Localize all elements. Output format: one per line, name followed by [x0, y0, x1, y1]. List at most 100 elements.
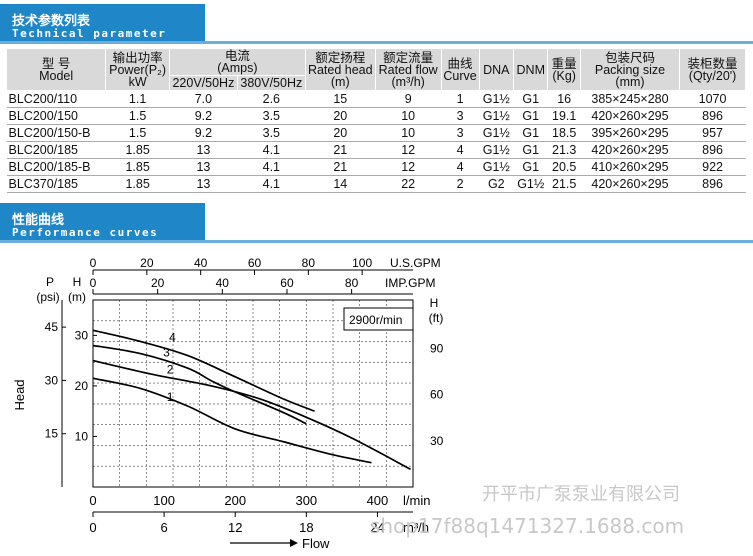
table-cell: 4 — [441, 141, 480, 159]
table-cell: G2 — [479, 175, 514, 193]
table-cell: 1.5 — [105, 124, 170, 142]
table-cell: 1.85 — [105, 175, 170, 193]
tick-label-lmin: 400 — [367, 493, 389, 508]
table-cell: 10 — [375, 124, 442, 142]
table-cell: 896 — [679, 141, 746, 159]
col-power: 输出功率 Power(P₂) kW — [105, 48, 170, 91]
curve-label-2: 2 — [167, 362, 174, 376]
col-weight: 重量 (Kg) — [547, 48, 581, 91]
tick-label-usgpm: 60 — [248, 256, 262, 270]
table-cell: 957 — [679, 124, 746, 142]
table-cell: BLC200/150 — [6, 107, 106, 125]
table-cell: 20 — [305, 124, 376, 142]
table-cell: 385×245×280 — [580, 90, 680, 108]
table-cell: 9.2 — [169, 107, 238, 125]
curve-label-3: 3 — [163, 346, 170, 360]
tick-label-impgpm: 60 — [280, 276, 294, 290]
spec-table-body: BLC200/110 1.1 7.0 2.6 15 9 1 G1½ G1 16 385×245×28… — [6, 90, 746, 193]
table-cell: G1½ — [513, 175, 548, 193]
tick-label-usgpm: 20 — [140, 256, 154, 270]
tick-label-psi: 45 — [45, 320, 59, 334]
curve-label-1: 1 — [167, 390, 174, 404]
table-cell: G1 — [513, 141, 548, 159]
tick-label-m: 20 — [75, 379, 89, 393]
table-cell: 896 — [679, 107, 746, 125]
table-cell: 922 — [679, 158, 746, 176]
section-title-cn: 技术参数列表 — [12, 14, 91, 29]
table-row: BLC200/185-B 1.85 13 4.1 21 12 4 G1½ G1 20.5 410×2… — [6, 158, 746, 176]
tick-label-impgpm: 80 — [345, 276, 359, 290]
table-cell: 18.5 — [547, 124, 581, 142]
table-cell: BLC200/110 — [6, 90, 106, 108]
watermark-company: 开平市广泵泵业有限公司 — [482, 484, 680, 505]
table-row: BLC200/110 1.1 7.0 2.6 15 9 1 G1½ G1 16 385×245×28… — [6, 90, 746, 108]
col-head: 额定扬程 Rated head (m) — [304, 48, 376, 91]
axis-unit-psi: (psi) — [36, 290, 59, 304]
table-cell: 1.85 — [105, 141, 170, 159]
section-title-cn: 性能曲线 — [12, 213, 65, 228]
table-row: BLC200/150-B 1.5 9.2 3.5 20 10 3 G1½ G1 18.5 395×2… — [6, 124, 746, 142]
table-cell: 15 — [305, 90, 376, 108]
tick-label-lmin: 0 — [89, 493, 96, 508]
table-row: BLC200/150 1.5 9.2 3.5 20 10 3 G1½ G1 19.1 420×260… — [6, 107, 746, 125]
table-row: BLC200/185 1.85 13 4.1 21 12 4 G1½ G1 21.3 420×260… — [6, 141, 746, 159]
tick-label-impgpm: 0 — [90, 276, 97, 290]
table-cell: 9 — [375, 90, 442, 108]
col-qty: 装柜数量 (Qty/20') — [679, 48, 746, 91]
col-dnm: DNM — [513, 48, 549, 91]
table-cell: BLC200/150-B — [6, 124, 106, 142]
tick-label-lmin: 100 — [153, 493, 175, 508]
table-cell: 16 — [547, 90, 581, 108]
watermark-shop: shop17f88q1471327.1688.com — [370, 514, 685, 538]
curve-label-4: 4 — [169, 330, 176, 344]
table-cell: 420×260×295 — [580, 107, 680, 125]
section-divider — [0, 41, 753, 44]
table-cell: 9.2 — [169, 124, 238, 142]
tick-label-ft: 30 — [430, 434, 444, 448]
table-cell: 4.1 — [237, 158, 306, 176]
axis-unit-usgpm: U.S.GPM — [390, 256, 441, 270]
table-cell: 20 — [305, 107, 376, 125]
table-cell: 1070 — [679, 90, 746, 108]
tick-label-psi: 15 — [45, 427, 59, 441]
axis-unit-ft: (ft) — [429, 311, 444, 325]
table-cell: 13 — [169, 158, 238, 176]
table-cell: G1½ — [479, 124, 514, 142]
table-cell: 12 — [375, 158, 442, 176]
tick-label-m3h: 0 — [89, 520, 96, 535]
tick-label-m: 30 — [75, 328, 89, 342]
tick-label-psi: 30 — [45, 373, 59, 387]
table-cell: 3 — [441, 107, 480, 125]
tick-label-m3h: 18 — [299, 520, 313, 535]
table-cell: 410×260×295 — [580, 158, 680, 176]
tick-label-usgpm: 40 — [194, 256, 208, 270]
table-cell: 3.5 — [237, 107, 306, 125]
col-curve: 曲线 Curve — [440, 48, 480, 91]
table-cell: 7.0 — [169, 90, 238, 108]
axis-unit-h: H — [73, 275, 82, 289]
speed-label: 2900r/min — [349, 313, 402, 327]
table-cell: 22 — [375, 175, 442, 193]
tick-label-m3h: 6 — [160, 520, 167, 535]
curve-4 — [92, 329, 315, 412]
table-cell: 1 — [441, 90, 480, 108]
col-packing: 包装尺码 Packing size (mm) — [579, 48, 681, 91]
table-cell: 420×260×295 — [580, 175, 680, 193]
table-cell: G1 — [513, 124, 548, 142]
table-cell: 12 — [375, 141, 442, 159]
section-title-en: Performance curves — [12, 226, 159, 239]
table-cell: 14 — [305, 175, 376, 193]
axis-title-head: Head — [12, 379, 27, 410]
table-cell: G1½ — [479, 158, 514, 176]
section-header-curves: 性能曲线 Performance curves — [0, 203, 205, 243]
section-divider — [0, 240, 753, 243]
table-cell: 420×260×295 — [580, 141, 680, 159]
table-cell: 4.1 — [237, 175, 306, 193]
table-cell: 21 — [305, 158, 376, 176]
table-cell: 2.6 — [237, 90, 306, 108]
table-cell: G1½ — [479, 141, 514, 159]
table-cell: 1.1 — [105, 90, 170, 108]
table-cell: G1½ — [479, 107, 514, 125]
table-cell: 4 — [441, 158, 480, 176]
